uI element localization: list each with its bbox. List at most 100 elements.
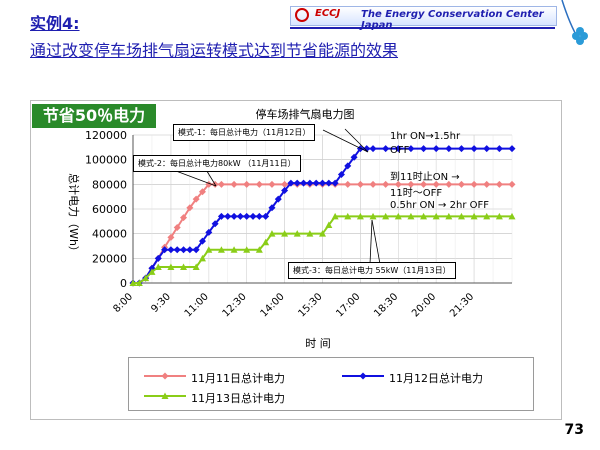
series-line-nov13: [133, 215, 512, 284]
data-point-nov12: [217, 212, 225, 220]
data-point-nov13: [483, 212, 491, 220]
slide-heading-case: 实例4:: [30, 14, 80, 33]
data-point-nov13: [394, 212, 402, 220]
data-point-nov13: [293, 230, 301, 237]
data-point-nov12: [337, 170, 345, 178]
data-point-nov13: [281, 230, 289, 237]
data-point-nov11: [198, 188, 206, 196]
legend-swatches: [144, 372, 384, 399]
x-tick-label: 15:30: [296, 291, 324, 319]
y-axis-label: 总计电力（Wh）: [67, 173, 81, 257]
data-point-nov12: [205, 228, 213, 236]
callout-lines: [167, 128, 381, 265]
data-point-nov13: [495, 212, 503, 220]
note-line-4: 11时～OFF: [390, 188, 443, 199]
y-tick-label: 80000: [92, 178, 127, 191]
legend-swatch-marker: [161, 372, 169, 380]
legend-label-nov12: 11月12日总计电力: [389, 372, 483, 385]
data-point-nov13: [508, 212, 516, 220]
data-point-nov12: [161, 246, 169, 254]
x-tick-label: 21:30: [448, 291, 476, 319]
data-point-nov11: [457, 180, 465, 188]
data-point-nov12: [350, 153, 358, 161]
data-point-nov12: [407, 145, 415, 153]
data-point-nov12: [432, 145, 440, 153]
data-point-nov11: [230, 180, 238, 188]
data-point-nov12: [224, 212, 232, 220]
note-line-1: 1hr ON→1.5hr: [390, 131, 461, 142]
legend-swatch-marker: [359, 372, 367, 380]
data-point-nov12: [198, 237, 206, 245]
data-point-nov11: [432, 180, 440, 188]
data-point-nov11: [180, 214, 188, 222]
data-point-nov12: [483, 145, 491, 153]
data-point-nov11: [483, 180, 491, 188]
data-point-nov11: [344, 180, 352, 188]
callout-mode3-pointer: [369, 219, 373, 265]
data-point-nov12: [382, 145, 390, 153]
data-point-nov12: [268, 204, 276, 212]
data-point-nov12: [293, 179, 301, 187]
data-point-nov11: [217, 180, 225, 188]
series-nov12: [129, 145, 516, 287]
x-tick-label: 20:00: [410, 291, 438, 319]
note-line-3: 到11时止ON →: [390, 172, 460, 183]
data-point-nov13: [319, 230, 326, 237]
x-tick-label: 18:30: [372, 291, 400, 319]
data-point-nov13: [154, 263, 162, 270]
data-point-nov13: [217, 246, 225, 253]
data-point-nov12: [255, 212, 263, 220]
data-point-nov12: [211, 220, 219, 228]
data-point-nov11: [167, 233, 175, 241]
data-point-nov13: [255, 246, 263, 253]
data-point-nov11: [470, 180, 478, 188]
data-point-nov12: [312, 179, 320, 187]
data-point-nov12: [319, 179, 326, 187]
data-point-nov12: [420, 145, 428, 153]
callout-mode1-pointer: [322, 129, 369, 153]
x-tick-label: 14:00: [259, 291, 287, 319]
data-point-nov13: [167, 263, 175, 270]
callout-mode1-pointer: [344, 128, 369, 153]
data-point-nov12: [325, 179, 333, 187]
data-point-nov12: [300, 179, 308, 187]
y-tick-label: 0: [120, 277, 127, 290]
data-point-nov12: [470, 145, 478, 153]
data-point-nov12: [445, 145, 453, 153]
data-point-nov12: [230, 212, 238, 220]
data-point-nov12: [281, 187, 289, 194]
data-point-nov11: [369, 180, 377, 188]
data-point-nov13: [180, 263, 188, 270]
y-tick-label: 60000: [92, 203, 127, 216]
data-point-nov12: [457, 145, 465, 153]
data-point-nov13: [262, 238, 270, 246]
data-point-nov12: [192, 246, 200, 254]
data-point-nov12: [508, 145, 516, 153]
chart-series: [129, 145, 516, 287]
data-point-nov13: [457, 212, 465, 220]
y-tick-label: 40000: [92, 228, 127, 241]
data-point-nov13: [445, 212, 453, 220]
data-point-nov11: [382, 180, 390, 188]
data-point-nov11: [407, 180, 415, 188]
data-point-nov13: [268, 230, 276, 237]
header-rule: [290, 27, 555, 29]
data-point-nov12: [495, 145, 503, 153]
x-tick-label: 17:00: [334, 291, 362, 319]
data-point-nov11: [356, 180, 364, 188]
data-point-nov13: [432, 212, 440, 220]
data-point-nov11: [445, 180, 453, 188]
data-point-nov12: [249, 212, 257, 220]
data-point-nov12: [344, 162, 352, 170]
data-point-nov13: [356, 212, 364, 220]
y-tick-label: 20000: [92, 252, 127, 265]
callout-mode1: 模式-1：每日总计电力（11月12日）: [173, 124, 316, 141]
x-tick-label: 12:30: [221, 291, 249, 319]
savings-badge: 节省50％电力: [32, 104, 156, 128]
data-point-nov11: [243, 180, 251, 188]
y-tick-label: 120000: [85, 129, 127, 142]
series-nov13: [129, 212, 516, 286]
data-point-nov13: [325, 221, 333, 229]
data-point-nov12: [262, 212, 270, 220]
